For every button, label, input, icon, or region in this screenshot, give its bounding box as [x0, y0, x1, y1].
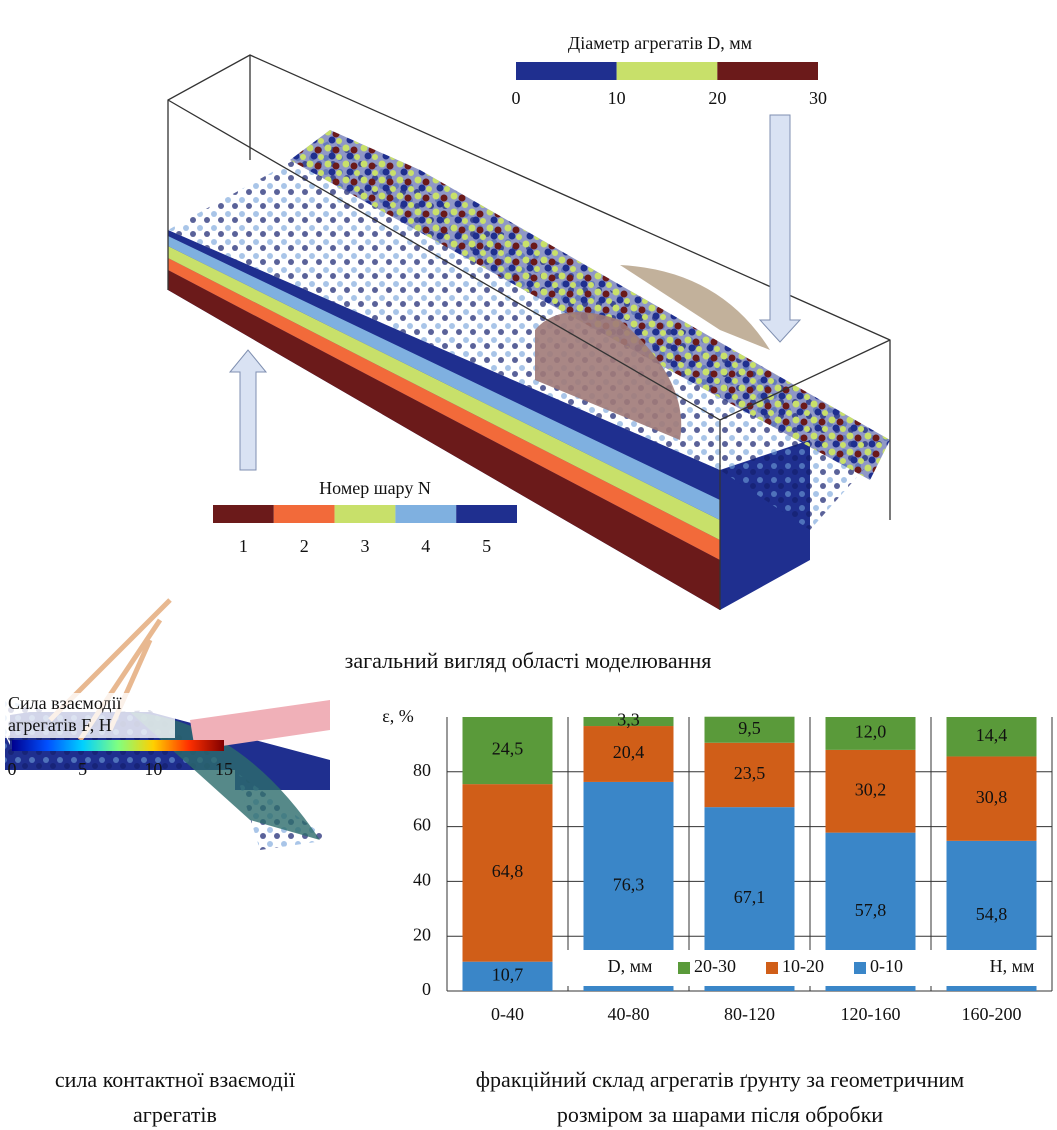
value-label: 54,8: [976, 904, 1008, 924]
figure: Діаметр агрегатів D, мм0102030Номер шару…: [0, 0, 1057, 1130]
legend-label: 5: [482, 536, 491, 556]
legend-tick-label: 0: [512, 88, 521, 108]
x-tick-label: 80-120: [724, 1004, 775, 1024]
legend-label: 20-30: [694, 956, 736, 976]
value-label: 14,4: [976, 725, 1008, 745]
x-tick-label: 40-80: [608, 1004, 650, 1024]
caption: фракційний склад агрегатів ґрунту за гео…: [476, 1067, 964, 1092]
legend-swatch: [456, 505, 517, 523]
y-tick-label: 20: [413, 924, 431, 944]
value-label: 67,1: [734, 887, 766, 907]
colorbar-title: агрегатів F, Н: [8, 715, 112, 735]
legend-label: 3: [361, 536, 370, 556]
arrow-up: [230, 350, 266, 470]
legend-swatch: [678, 962, 690, 974]
y-axis-label: ε, %: [382, 706, 414, 726]
arrow-down: [760, 115, 800, 342]
value-label: 3,3: [617, 710, 640, 730]
legend-title: Номер шару N: [319, 478, 431, 498]
caption: сила контактної взаємодії: [55, 1067, 296, 1092]
legend-swatch: [766, 962, 778, 974]
legend-swatch: [717, 62, 818, 80]
legend-swatch: [617, 62, 718, 80]
colorbar-tick-label: 5: [78, 759, 87, 779]
value-label: 76,3: [613, 875, 645, 895]
legend-title: D, мм: [608, 956, 653, 976]
value-label: 23,5: [734, 763, 766, 783]
legend-label: 4: [421, 536, 430, 556]
value-label: 24,5: [492, 739, 524, 759]
y-tick-label: 80: [413, 760, 431, 780]
legend-swatch: [854, 962, 866, 974]
value-label: 20,4: [613, 742, 645, 762]
caption: агрегатів: [133, 1102, 217, 1127]
legend-swatch: [516, 62, 617, 80]
colorbar-tick-label: 15: [215, 759, 233, 779]
value-label: 30,8: [976, 787, 1008, 807]
x-tick-label: 0-40: [491, 1004, 524, 1024]
legend-swatch: [274, 505, 335, 523]
y-tick-label: 60: [413, 815, 431, 835]
colorbar-tick-label: 0: [8, 759, 17, 779]
legend-swatch: [213, 505, 274, 523]
colorbar-tick-label: 10: [144, 759, 162, 779]
y-tick-label: 0: [422, 979, 431, 999]
legend-tick-label: 10: [608, 88, 626, 108]
simulation-view: [168, 55, 890, 610]
legend-label: 10-20: [782, 956, 824, 976]
value-label: 57,8: [855, 900, 887, 920]
legend-tick-label: 20: [708, 88, 726, 108]
legend-label: 2: [300, 536, 309, 556]
legend-label: 0-10: [870, 956, 903, 976]
caption: загальний вигляд області моделювання: [345, 648, 712, 673]
legend-swatch: [395, 505, 456, 523]
colorbar: [12, 740, 224, 751]
value-label: 9,5: [738, 718, 761, 738]
value-label: 12,0: [855, 722, 887, 742]
colorbar-title: Сила взаємодії: [8, 693, 121, 713]
value-label: 10,7: [492, 964, 524, 984]
legend-label: 1: [239, 536, 248, 556]
legend-tick-label: 30: [809, 88, 827, 108]
value-label: 30,2: [855, 779, 887, 799]
caption: розміром за шарами після обробки: [557, 1102, 883, 1127]
legend-title: Діаметр агрегатів D, мм: [568, 33, 752, 53]
x-axis-label: Н, мм: [990, 956, 1035, 976]
x-tick-label: 160-200: [962, 1004, 1022, 1024]
y-tick-label: 40: [413, 870, 431, 890]
x-tick-label: 120-160: [841, 1004, 901, 1024]
value-label: 64,8: [492, 861, 524, 881]
legend-swatch: [335, 505, 396, 523]
